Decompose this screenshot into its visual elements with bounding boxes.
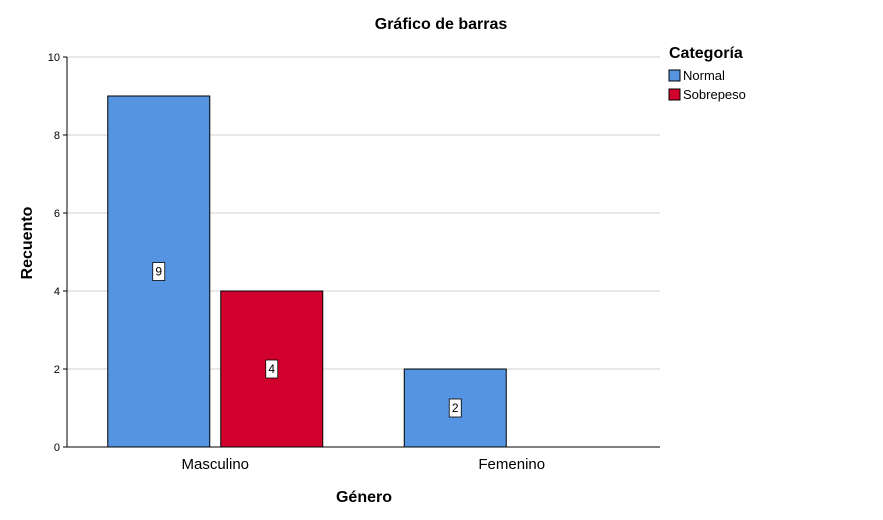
y-tick-label: 8	[54, 130, 60, 142]
data-label: 9	[155, 265, 162, 279]
y-tick-label: 10	[48, 52, 60, 64]
legend-label: Sobrepeso	[683, 87, 746, 102]
data-label: 4	[268, 362, 275, 376]
legend-title: Categoría	[669, 45, 743, 62]
legend-swatch	[668, 88, 681, 101]
y-tick-label: 4	[54, 286, 60, 298]
x-category-label: Femenino	[478, 456, 545, 473]
y-axis-ticks: 0 2 4 6 8 10	[48, 52, 67, 454]
legend-label: Normal	[683, 68, 725, 83]
data-label-box	[265, 359, 279, 379]
x-category-label: Masculino	[181, 456, 249, 473]
chart-title: Gráfico de barras	[375, 16, 508, 33]
y-tick-label: 2	[54, 364, 60, 376]
y-tick-label: 6	[54, 208, 60, 220]
data-label: 2	[452, 401, 459, 415]
legend-swatch	[668, 69, 681, 82]
x-axis-categories: Masculino Femenino	[181, 456, 545, 473]
y-axis-title: Recuento	[19, 206, 36, 279]
data-label-box	[448, 398, 462, 418]
x-axis-title: Género	[336, 489, 392, 506]
bars: 9 4 2	[107, 95, 507, 448]
y-tick-label: 0	[54, 442, 60, 454]
data-label-box	[152, 262, 166, 281]
legend-items: Normal Sobrepeso	[668, 68, 746, 102]
legend: Categoría Normal Sobrepeso	[668, 45, 746, 102]
